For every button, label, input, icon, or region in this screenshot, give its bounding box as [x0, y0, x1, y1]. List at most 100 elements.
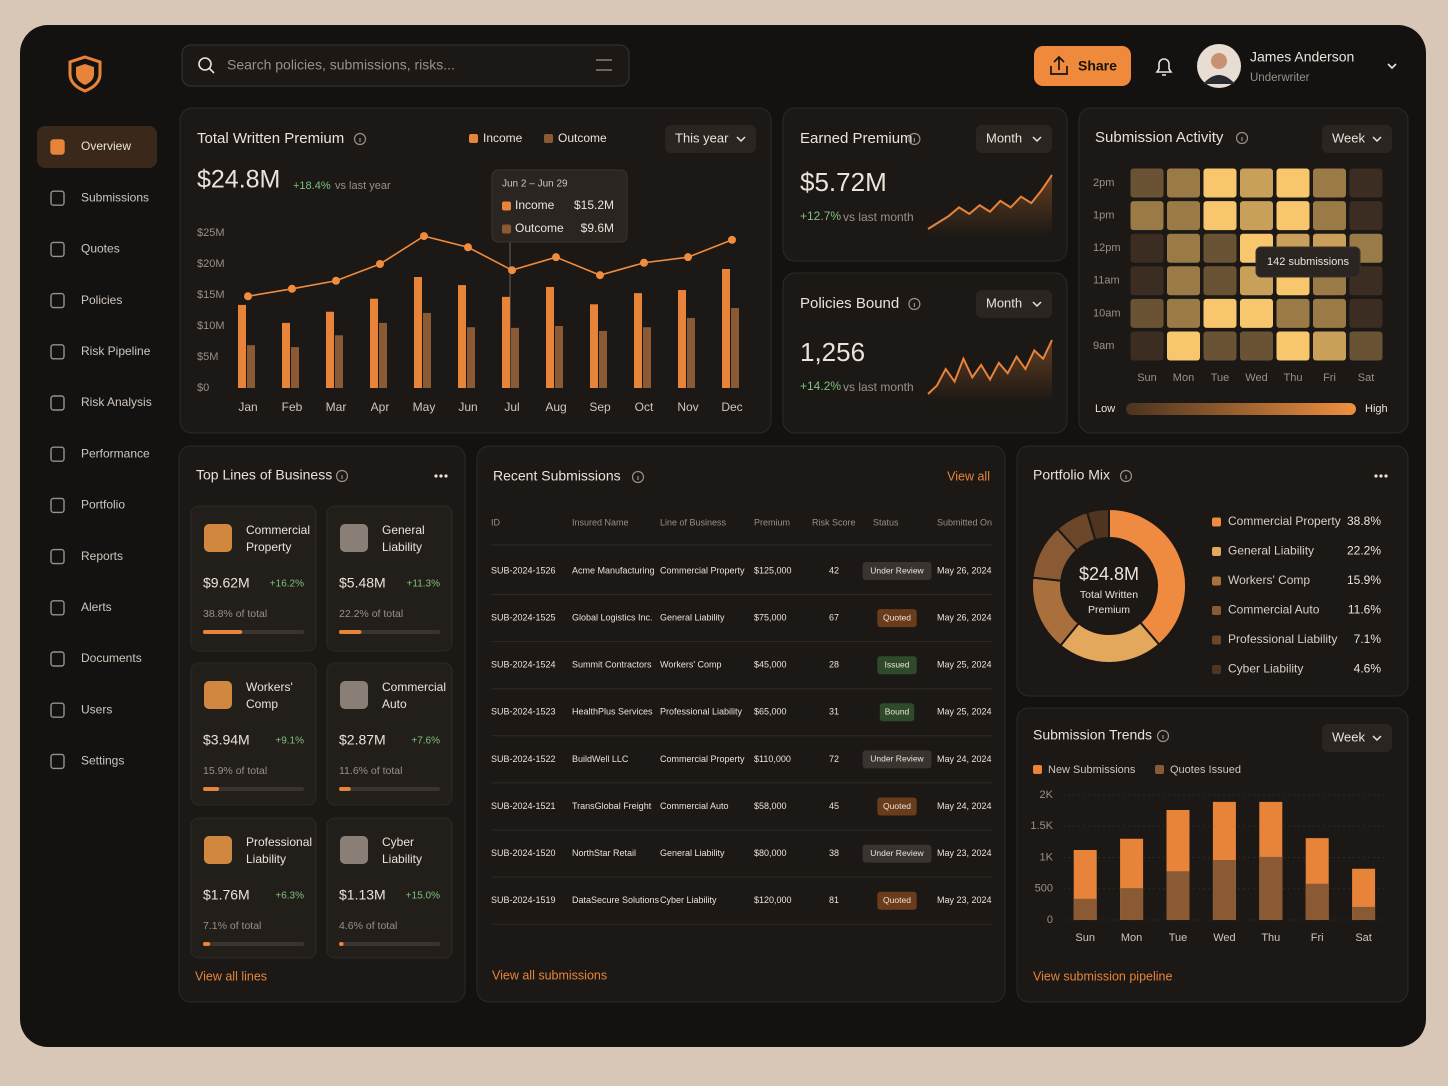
lob-icon — [204, 836, 232, 864]
bar — [722, 268, 730, 388]
share-button[interactable] — [1034, 46, 1131, 86]
sparkline-area — [928, 175, 1052, 237]
nav-item[interactable]: Portfolio — [81, 498, 125, 512]
dropdown[interactable] — [1322, 125, 1392, 153]
link[interactable]: View submission pipeline — [1033, 969, 1172, 983]
tooltip — [491, 169, 628, 243]
lob-name: Cyber Liability — [382, 835, 423, 866]
lob-name-box: Commercial Property — [246, 523, 310, 554]
table-cell: $45,000 — [754, 660, 787, 670]
bell-icon[interactable] — [1155, 58, 1173, 76]
legend-label: Outcome — [558, 131, 607, 145]
bar — [370, 298, 378, 388]
heat-cell — [1203, 201, 1237, 231]
donut-center-label: Total Written Premium — [1079, 589, 1139, 616]
column-label: Fri — [1323, 372, 1336, 384]
table-cell: May 26, 2024 — [937, 612, 992, 622]
legend-value: 7.1% — [1354, 632, 1382, 646]
nav-item[interactable]: Overview — [81, 139, 131, 153]
dropdown[interactable] — [976, 125, 1052, 153]
nav-item[interactable]: Risk Analysis — [81, 395, 152, 409]
heat-cell — [1203, 331, 1237, 361]
dropdown[interactable] — [976, 290, 1052, 318]
y-tick-label: 2K — [1040, 789, 1054, 801]
logo — [68, 55, 102, 93]
trend-point — [728, 235, 736, 244]
lob-change: +15.0% — [406, 891, 440, 902]
progress-track — [203, 942, 304, 946]
nav-item[interactable]: Risk Pipeline — [81, 344, 151, 358]
trend-point — [244, 292, 252, 301]
nav-item[interactable]: Reports — [81, 549, 123, 563]
search-box[interactable] — [181, 44, 630, 87]
heat-cell — [1240, 201, 1273, 231]
nav-active-bg — [37, 126, 157, 168]
lob-name: General Liability — [382, 523, 425, 554]
y-tick-label: $10M — [197, 320, 225, 332]
nav-item[interactable]: Submissions — [81, 190, 149, 204]
link[interactable]: View all lines — [195, 969, 267, 983]
nav-item[interactable]: Performance — [81, 446, 150, 460]
bar — [1259, 856, 1283, 920]
table-cell: SUB-2024-1524 — [491, 660, 556, 670]
info-icon — [908, 132, 921, 146]
table-cell: Global Logistics Inc. — [572, 612, 653, 622]
bar — [1166, 871, 1190, 920]
table-cell: May 26, 2024 — [937, 565, 992, 575]
legend-swatch — [469, 134, 478, 143]
progress-fill — [339, 630, 362, 634]
link[interactable]: View all submissions — [492, 968, 607, 982]
nav-item[interactable]: Settings — [81, 754, 124, 768]
x-tick-label: Jun — [458, 400, 477, 414]
column-label: Thu — [1284, 372, 1303, 384]
tooltip-name: Outcome — [515, 221, 564, 235]
nav-icon — [50, 600, 65, 616]
column-label: Tue — [1211, 372, 1230, 384]
nav-item[interactable]: Documents — [81, 651, 142, 665]
status-label: Under Review — [870, 754, 924, 764]
legend-swatch — [1212, 547, 1221, 556]
x-tick-label: Mar — [326, 400, 347, 414]
nav-icon — [50, 497, 65, 514]
trend-point — [596, 271, 604, 280]
share-label: Share — [1078, 58, 1117, 74]
lob-value: $2.87M — [339, 732, 386, 748]
status-label: Quoted — [883, 895, 911, 905]
trend-point — [684, 253, 692, 262]
table-cell: May 23, 2024 — [937, 895, 992, 905]
bar — [546, 286, 554, 388]
panel-title: Submission Activity — [1095, 129, 1224, 146]
info-icon — [1156, 729, 1170, 743]
legend-label: Income — [483, 131, 523, 145]
nav-icon — [50, 651, 65, 667]
bar — [247, 345, 255, 388]
kpi-note: vs last month — [843, 210, 914, 224]
dropdown[interactable] — [1322, 724, 1392, 752]
legend-value: 22.2% — [1347, 544, 1381, 558]
y-tick-label: 0 — [1047, 914, 1053, 926]
nav-item[interactable]: Policies — [81, 293, 122, 307]
tooltip-swatch — [502, 201, 511, 211]
nav-item[interactable]: Users — [81, 702, 112, 716]
column-label: Wed — [1245, 372, 1267, 384]
column-header: Premium — [754, 517, 790, 527]
user-menu-chevron[interactable] — [1387, 63, 1397, 70]
nav-item[interactable]: Alerts — [81, 600, 112, 614]
menu-dot — [1374, 474, 1378, 478]
lob-share: 11.6% of total — [339, 765, 402, 777]
table-cell: SUB-2024-1523 — [491, 707, 556, 717]
dropdown[interactable] — [665, 125, 756, 153]
legend-swatch — [1212, 576, 1221, 586]
column-header: ID — [491, 517, 501, 527]
table-cell: HealthPlus Services — [572, 707, 653, 717]
sparkline — [927, 174, 1053, 230]
table-cell: SUB-2024-1519 — [491, 895, 556, 905]
table-cell: General Liability — [660, 848, 725, 858]
nav-icon — [50, 139, 65, 155]
lob-change: +16.2% — [270, 579, 304, 590]
heat-cell — [1130, 266, 1164, 296]
nav-item[interactable]: Quotes — [81, 242, 120, 256]
link[interactable]: View all — [947, 469, 990, 483]
dropdown-label: Month — [986, 130, 1022, 145]
